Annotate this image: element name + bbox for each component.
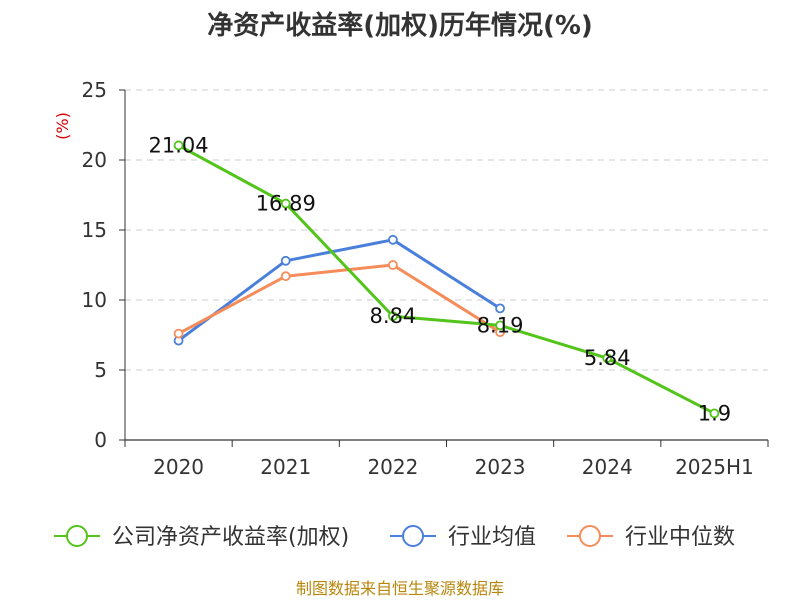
x-tick-label: 2025H1 xyxy=(675,455,754,479)
chart-title: 净资产收益率(加权)历年情况(%) xyxy=(207,10,593,41)
x-tick-label: 2020 xyxy=(153,455,204,479)
source-note: 制图数据来自恒生聚源数据库 xyxy=(296,579,504,598)
y-axis-unit: (%) xyxy=(53,112,72,140)
data-label: 21.04 xyxy=(149,133,209,157)
y-tick-label: 15 xyxy=(82,218,107,242)
y-tick-label: 5 xyxy=(94,358,107,382)
y-tick-label: 25 xyxy=(82,78,107,102)
data-point xyxy=(602,353,613,364)
data-point xyxy=(495,303,505,314)
data-point xyxy=(495,320,505,331)
legend-label-1: 行业均值 xyxy=(448,525,536,550)
data-point xyxy=(280,198,291,209)
data-point xyxy=(280,255,291,266)
series-line-1 xyxy=(177,238,501,342)
data-point xyxy=(709,408,720,419)
data-label: 8.19 xyxy=(477,313,524,337)
data-point xyxy=(280,271,291,282)
y-tick-label: 0 xyxy=(94,428,107,452)
x-tick-label: 2021 xyxy=(260,455,311,479)
series-line-2 xyxy=(177,263,501,335)
y-tick-label: 20 xyxy=(82,148,107,172)
legend-label-0: 公司净资产收益率(加权) xyxy=(112,525,349,550)
data-point xyxy=(388,234,398,245)
legend-label-2: 行业中位数 xyxy=(625,525,735,550)
legend-marker-0 xyxy=(66,525,88,547)
legend[interactable]: 公司净资产收益率(加权) 行业均值 行业中位数 xyxy=(54,525,735,550)
data-labels: 21.04 16.89 8.84 8.19 5.84 1.9 xyxy=(149,133,732,425)
data-point xyxy=(388,311,398,322)
legend-marker-1 xyxy=(402,525,424,547)
data-point xyxy=(173,328,184,339)
series-line-0 xyxy=(177,144,716,415)
data-label: 16.89 xyxy=(256,192,316,216)
legend-marker-2 xyxy=(579,525,601,547)
data-label: 1.9 xyxy=(698,401,731,425)
x-tick-label: 2024 xyxy=(582,455,633,479)
data-label: 8.84 xyxy=(370,304,417,328)
series-group xyxy=(173,140,720,419)
data-label: 5.84 xyxy=(584,346,631,370)
y-tick-label: 10 xyxy=(82,288,107,312)
data-point xyxy=(388,260,398,270)
data-point xyxy=(173,140,184,151)
axes xyxy=(119,89,769,447)
grid-lines xyxy=(125,89,768,371)
tick-labels: 0 5 10 15 20 25 (%) 2020 2021 2022 2023 2024 2025H1 xyxy=(53,78,754,479)
x-tick-label: 2023 xyxy=(475,455,526,479)
x-tick-label: 2022 xyxy=(367,455,418,479)
